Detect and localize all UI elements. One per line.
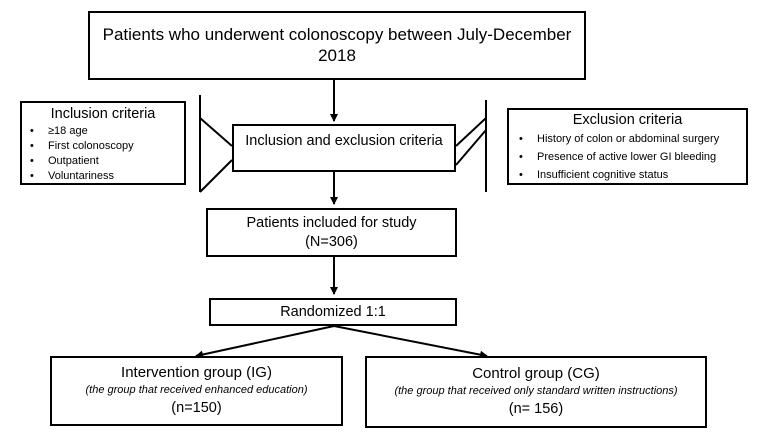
inclusion-criteria-title: Inclusion criteria [50,106,156,122]
criteria-text: Inclusion and exclusion criteria [245,133,443,149]
criteria-box: Inclusion and exclusion criteria [232,124,456,172]
control-group-box: Control group (CG) (the group that recei… [365,356,707,428]
inclusion-criteria-box: Inclusion criteria ≥18 age First colonos… [20,101,186,185]
control-title: Control group (CG) [472,365,600,383]
exclusion-criteria-list: History of colon or abdominal surgery Pr… [519,130,746,184]
randomized-text: Randomized 1:1 [280,303,386,320]
exclusion-item: History of colon or abdominal surgery [519,130,746,148]
intervention-count: (n=150) [171,400,222,417]
arrow-randomized-to-cg [333,325,488,359]
population-text: Patients who underwent colonoscopy betwe… [102,25,572,65]
intervention-group-box: Intervention group (IG) (the group that … [50,356,343,426]
included-line1: Patients included for study [246,215,417,232]
control-note: (the group that received only standard w… [394,385,678,398]
exclusion-criteria-title: Exclusion criteria [572,112,683,128]
control-count: (n= 156) [508,401,564,418]
exclusion-item: Insufficient cognitive status [519,166,746,184]
inclusion-criteria-list: ≥18 age First colonoscopy Outpatient Vol… [30,124,184,184]
included-count: (N=306) [305,233,358,250]
intervention-title: Intervention group (IG) [121,364,272,382]
exclusion-criteria-box: Exclusion criteria History of colon or a… [507,108,748,185]
arrow-randomized-to-ig [195,325,335,359]
right-bracket-lower [455,129,487,166]
inclusion-item: First colonoscopy [30,139,184,154]
randomized-box: Randomized 1:1 [209,298,457,326]
inclusion-item: Outpatient [30,154,184,169]
left-bracket-upper [199,117,233,147]
population-box: Patients who underwent colonoscopy betwe… [88,11,586,80]
inclusion-item: ≥18 age [30,124,184,139]
right-bracket-upper [455,117,487,147]
inclusion-item: Voluntariness [30,169,184,184]
left-bracket-lower [199,159,233,193]
exclusion-item: Presence of active lower GI bleeding [519,148,746,166]
included-box: Patients included for study (N=306) [206,208,457,257]
intervention-note: (the group that received enhanced educat… [85,384,308,397]
